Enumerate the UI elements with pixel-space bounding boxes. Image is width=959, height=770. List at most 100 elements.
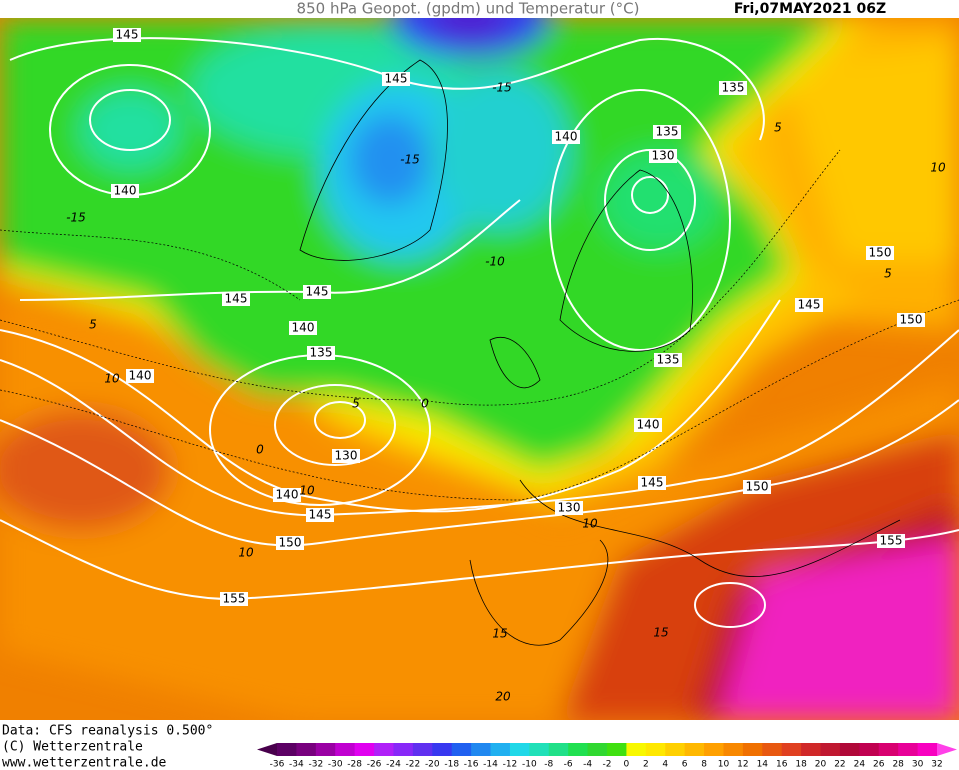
colorbar-label: 8: [701, 760, 707, 770]
colorbar-label: -34: [289, 760, 304, 770]
colorbar-segment: [607, 743, 627, 756]
colorbar-label: -30: [328, 760, 343, 770]
label-box: [743, 480, 771, 494]
colorbar-segment: [393, 743, 414, 756]
label-box: [795, 298, 823, 312]
label-text: 150: [279, 536, 302, 550]
colorbar-segment: [917, 743, 938, 756]
temperature-label: -15: [400, 153, 420, 167]
geopotential-label: 150: [866, 246, 894, 260]
colorbar-segment: [335, 743, 356, 756]
label-text: 140: [555, 130, 578, 144]
label-text: 145: [798, 298, 821, 312]
geopotential-label: 145: [303, 285, 331, 299]
label-box: [382, 72, 410, 86]
colorbar-segment: [781, 743, 802, 756]
colorbar-arrow: [257, 743, 277, 756]
coastlines: [299, 59, 901, 646]
label-box: [638, 476, 666, 490]
geopotential-label: 135: [719, 81, 747, 95]
colorbar-label: 24: [854, 760, 866, 770]
geopotential-label: 140: [273, 488, 301, 502]
label-text: 145: [306, 285, 329, 299]
colorbar-segment: [684, 743, 705, 756]
label-box: [649, 149, 677, 163]
colorbar-label: 10: [718, 760, 730, 770]
geopotential-label: 140: [111, 184, 139, 198]
colorbar-arrow: [937, 743, 957, 756]
label-box: [552, 130, 580, 144]
label-box: [897, 313, 925, 327]
colorbar-segment: [839, 743, 860, 756]
label-text: 135: [657, 353, 680, 367]
colorbar-segment: [587, 743, 608, 756]
colorbar-segment: [509, 743, 530, 756]
label-text: 140: [276, 488, 299, 502]
label-text: 135: [722, 81, 745, 95]
website: www.wetterzentrale.de: [2, 756, 167, 770]
colorbar-segment: [529, 743, 550, 756]
geopotential-label: 135: [307, 346, 335, 360]
colorbar-label: 28: [892, 760, 904, 770]
label-box: [289, 321, 317, 335]
temperature-label: 10: [104, 372, 120, 386]
colorbar-label: -22: [406, 760, 421, 770]
colorbar-segment: [704, 743, 724, 756]
label-text: 140: [292, 321, 315, 335]
label-text: 135: [310, 346, 333, 360]
colorbar-segment: [645, 743, 666, 756]
colorbar-label: 26: [873, 760, 885, 770]
label-box: [555, 501, 583, 515]
colorbar-label: 14: [757, 760, 769, 770]
label-box: [113, 28, 141, 42]
colorbar-label: 22: [834, 760, 845, 770]
colorbar-label: -28: [347, 760, 362, 770]
geopotential-label: 140: [289, 321, 317, 335]
colorbar-segment: [878, 743, 899, 756]
temperature-label: -10: [485, 255, 505, 269]
label-box: [719, 81, 747, 95]
colorbar-segment: [490, 743, 511, 756]
geopotential-label: 135: [654, 353, 682, 367]
colorbar-label: 4: [662, 760, 668, 770]
colorbar-label: -32: [308, 760, 323, 770]
geopotential-label: 130: [649, 149, 677, 163]
temperature-label: 15: [653, 626, 668, 640]
label-text: 155: [223, 592, 246, 606]
label-text: 140: [129, 369, 152, 383]
label-text: 145: [116, 28, 139, 42]
label-text: 145: [385, 72, 408, 86]
colorbar-label: 6: [682, 760, 688, 770]
label-box: [273, 488, 301, 502]
label-text: 145: [225, 292, 248, 306]
colorbar-segment: [354, 743, 375, 756]
colorbar-label: 32: [931, 760, 942, 770]
colorbar-segment: [374, 743, 394, 756]
label-box: [111, 184, 139, 198]
label-text: 135: [656, 125, 679, 139]
colorbar-label: -8: [544, 760, 553, 770]
colorbar-segment: [665, 743, 686, 756]
colorbar: -36 -34 -32 -30 -28 -26 -24 -22 -20 -18 -16 -14 -12-…: [257, 743, 957, 770]
temperature-label: 20: [495, 690, 511, 704]
geopotential-label: 130: [555, 501, 583, 515]
colorbar-segment: [568, 743, 589, 756]
label-text: 155: [880, 534, 903, 548]
geopotential-label: 140: [634, 418, 662, 432]
geopotential-label: 140: [126, 369, 154, 383]
geopotential-label: 130: [332, 449, 360, 463]
geopotential-label: 145: [113, 28, 141, 42]
temperature-label: -15: [66, 211, 86, 225]
temperature-label: 5: [884, 267, 892, 281]
colorbar-label: -6: [564, 760, 573, 770]
label-box: [303, 285, 331, 299]
label-text: 150: [746, 480, 769, 494]
temperature-label: 15: [492, 627, 507, 641]
temperature-label: 10: [582, 517, 598, 531]
colorbar-label: -10: [522, 760, 537, 770]
label-text: 140: [637, 418, 660, 432]
geopotential-label: 150: [743, 480, 771, 494]
colorbar-label: -4: [583, 760, 592, 770]
temperature-label: 5: [774, 121, 782, 135]
